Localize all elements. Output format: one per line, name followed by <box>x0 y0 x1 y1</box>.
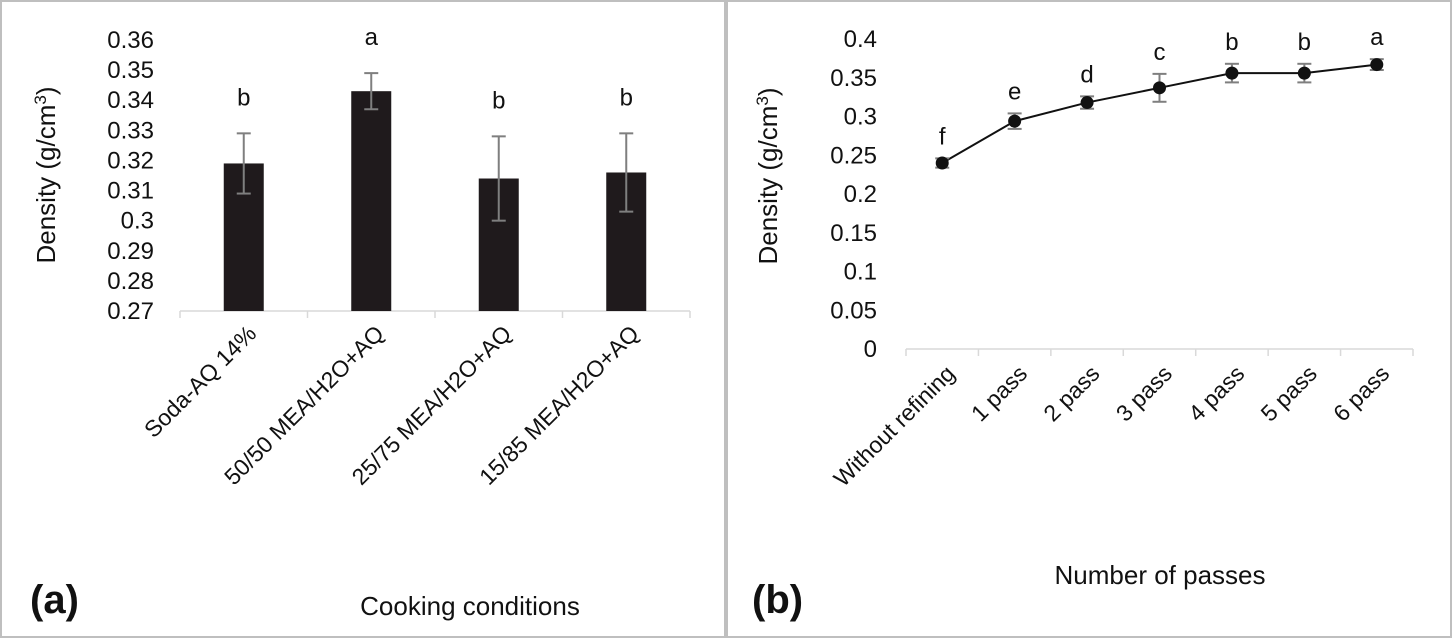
panel-b-data-point <box>1008 114 1022 128</box>
panel-b-data-point <box>1297 66 1311 80</box>
panel-b-y-axis-title-main: Density (g/cm <box>753 106 783 265</box>
panel-b-frame <box>726 0 1452 638</box>
panel-b-y-axis-title-close: ) <box>753 87 783 96</box>
panel-b-y-tick-label: 0 <box>864 336 877 363</box>
panel-a-y-tick-label: 0.33 <box>107 117 154 144</box>
panel-b-y-tick-label: 0.05 <box>830 297 877 324</box>
panel-a-y-axis-title-main: Density (g/cm <box>31 105 61 264</box>
panel-b-y-tick-label: 0.4 <box>844 26 877 53</box>
panel-a-significance-letter: b <box>620 84 633 111</box>
panel-a-y-axis-title-sup: 3 <box>31 95 50 104</box>
panel-a-y-tick-label: 0.3 <box>121 208 154 235</box>
panel-b-x-tick-label: 2 pass <box>1038 360 1104 426</box>
panel-a-y-tick-label: 0.34 <box>107 87 154 114</box>
panel-b-data-point <box>1225 66 1239 80</box>
panel-b-plot: 0 0.05 0.1 0.15 0.2 0.25 0.3 0.35 0.4 f Without re… <box>828 24 1414 492</box>
panel-b-significance-letter: a <box>1370 24 1384 51</box>
panel-b-data-point <box>1080 96 1094 110</box>
panel-a-significance-letter: a <box>365 24 379 51</box>
panel-a-y-tick-label: 0.28 <box>107 268 154 295</box>
panel-a-y-tick-label: 0.32 <box>107 147 154 174</box>
panel-b-data-point <box>1370 58 1384 72</box>
panel-a-x-axis-title: Cooking conditions <box>360 591 580 621</box>
panel-a-y-axis-title: Density (g/cm3) <box>31 86 61 263</box>
panel-a-significance-letter: b <box>237 84 250 111</box>
panel-a-significance-letter: b <box>492 87 505 114</box>
panel-a-label: (a) <box>30 578 79 622</box>
panel-b-significance-letter: d <box>1080 61 1093 88</box>
panel-b-x-tick-label: 3 pass <box>1111 360 1177 426</box>
panel-b-significance-letter: b <box>1225 29 1238 56</box>
panel-b-x-tick-label: 1 pass <box>966 360 1032 426</box>
panel-b-data-point <box>935 156 949 170</box>
panel-b-y-tick-label: 0.15 <box>830 220 877 247</box>
panel-b-y-tick-label: 0.2 <box>844 181 877 208</box>
panel-b-x-axis-title: Number of passes <box>1055 560 1266 590</box>
panel-b-y-tick-label: 0.3 <box>844 104 877 131</box>
panel-a-bar <box>351 91 392 311</box>
panel-b-x-tick-label: 6 pass <box>1328 360 1394 426</box>
panel-a-x-tick-label: Soda-AQ 14% <box>139 320 261 442</box>
panel-b-x-tick-label: 4 pass <box>1183 360 1249 426</box>
panel-b-x-tick-label: 5 pass <box>1256 360 1322 426</box>
panel-b-significance-letter: c <box>1154 39 1166 66</box>
panel-b-data-point <box>1153 81 1166 95</box>
panel-b-significance-letter: e <box>1008 78 1021 105</box>
panel-a-y-tick-label: 0.31 <box>107 178 154 205</box>
panel-b-significance-letter: f <box>939 123 946 150</box>
panel-b-y-tick-label: 0.35 <box>830 65 877 92</box>
panel-a-y-axis-title-close: ) <box>31 86 61 95</box>
panel-b-label: (b) <box>752 578 803 622</box>
panel-a-y-tick-label: 0.27 <box>107 298 154 325</box>
panel-b-y-axis-title-sup: 3 <box>753 96 772 105</box>
panel-b-significance-letter: b <box>1298 29 1311 56</box>
panel-a-y-tick-label: 0.29 <box>107 238 154 265</box>
panel-b-y-tick-label: 0.25 <box>830 142 877 169</box>
panel-b-y-axis-title: Density (g/cm3) <box>753 87 783 264</box>
panel-b-y-tick-label: 0.1 <box>844 259 877 286</box>
panel-b-x-tick-label: Without refining <box>828 360 959 491</box>
panel-a-y-tick-label: 0.35 <box>107 57 154 84</box>
panel-a-y-tick-label: 0.36 <box>107 27 154 54</box>
panel-a-frame <box>0 0 726 638</box>
panel-a-plot: 0.27 0.28 0.29 0.3 0.31 0.32 0.33 0.34 0.35 0.36 b… <box>107 24 691 490</box>
